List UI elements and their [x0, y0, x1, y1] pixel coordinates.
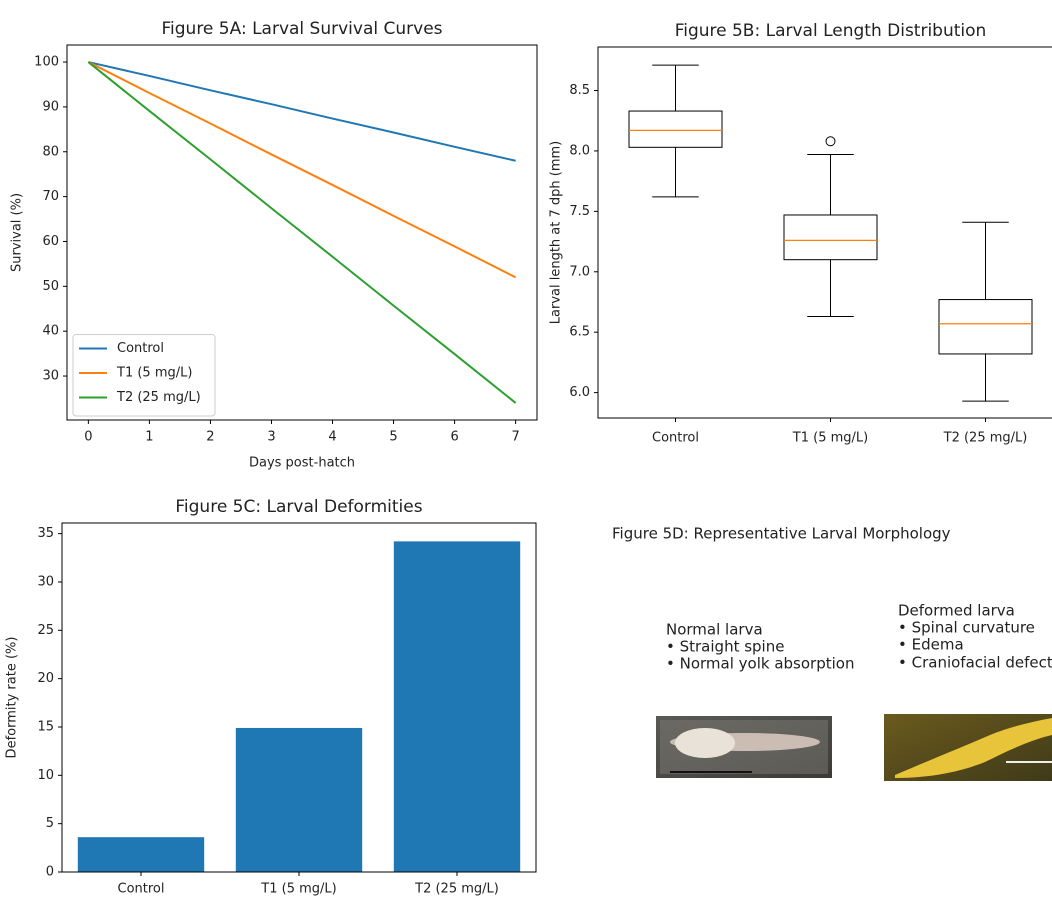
deformed-point: • Spinal curvature [898, 619, 1035, 637]
normal-heading: Normal larva [666, 621, 763, 639]
x-tick-label: 7 [511, 430, 519, 445]
y-tick-label: 80 [42, 144, 59, 159]
normal-larva-image [656, 716, 832, 778]
y-axis-label: Survival (%) [10, 193, 25, 272]
series-line [87, 61, 517, 279]
y-tick-label: 30 [37, 574, 54, 589]
x-tick-label: 0 [84, 430, 92, 445]
panel-title: Figure 5D: Representative Larval Morphol… [612, 525, 951, 543]
box [938, 299, 1033, 355]
axes-frame [66, 44, 538, 421]
deformed-point: • Edema [898, 636, 964, 654]
x-tick-label: T2 (25 mg/L) [943, 431, 1028, 446]
x-tick-label: T1 (5 mg/L) [792, 431, 868, 446]
y-tick-label: 7.0 [569, 264, 590, 279]
x-tick-label: 2 [206, 430, 214, 445]
y-tick-label: 5 [46, 816, 54, 831]
x-tick-label: 6 [450, 430, 458, 445]
box [783, 214, 878, 261]
legend-label: T2 (25 mg/L) [116, 390, 201, 405]
bar [393, 541, 521, 872]
y-tick-label: 60 [42, 234, 59, 249]
y-tick-label: 50 [42, 279, 59, 294]
y-axis-label: Deformity rate (%) [5, 637, 20, 759]
flier [825, 136, 836, 147]
x-tick-label: T2 (25 mg/L) [414, 882, 499, 897]
axes-frame [61, 522, 537, 873]
series-line [87, 61, 517, 404]
legend-label: Control [117, 341, 164, 356]
legend-label: T1 (5 mg/L) [116, 366, 192, 381]
y-tick-label: 10 [37, 768, 54, 783]
y-tick-label: 100 [34, 55, 59, 70]
series-line [88, 61, 516, 162]
y-tick-label: 8.0 [569, 143, 590, 158]
x-axis-label: Days post-hatch [249, 456, 355, 471]
x-tick-label: Control [118, 882, 165, 897]
y-tick-label: 20 [37, 671, 54, 686]
x-tick-label: Control [652, 431, 699, 446]
box [628, 110, 723, 148]
y-tick-label: 70 [42, 189, 59, 204]
x-tick-label: T1 (5 mg/L) [260, 882, 336, 897]
deformed-larva-image [884, 714, 1052, 781]
y-tick-label: 8.5 [569, 83, 590, 98]
y-tick-label: 7.5 [569, 204, 590, 219]
y-tick-label: 6.5 [569, 325, 590, 340]
x-tick-label: 4 [328, 430, 336, 445]
bar [77, 837, 205, 872]
chart-title: Figure 5B: Larval Length Distribution [675, 21, 987, 41]
x-tick-label: 3 [267, 430, 275, 445]
y-tick-label: 0 [46, 865, 54, 880]
normal-point: • Normal yolk absorption [666, 655, 854, 673]
chart-title: Figure 5C: Larval Deformities [175, 497, 422, 517]
chart-title: Figure 5A: Larval Survival Curves [161, 19, 442, 39]
y-tick-label: 6.0 [569, 385, 590, 400]
y-tick-label: 40 [42, 324, 59, 339]
y-tick-label: 15 [37, 719, 54, 734]
deformed-heading: Deformed larva [898, 602, 1015, 620]
x-tick-label: 1 [145, 430, 153, 445]
x-tick-label: 5 [389, 430, 397, 445]
deformed-point: • Craniofacial defect [898, 654, 1052, 672]
y-axis-label: Larval length at 7 dph (mm) [549, 141, 564, 324]
normal-point: • Straight spine [666, 638, 784, 656]
y-tick-label: 90 [42, 99, 59, 114]
y-tick-label: 30 [42, 369, 59, 384]
bar [235, 727, 363, 872]
y-tick-label: 35 [37, 526, 54, 541]
y-tick-label: 25 [37, 623, 54, 638]
axes-frame [597, 46, 1052, 419]
legend-box [72, 334, 216, 417]
